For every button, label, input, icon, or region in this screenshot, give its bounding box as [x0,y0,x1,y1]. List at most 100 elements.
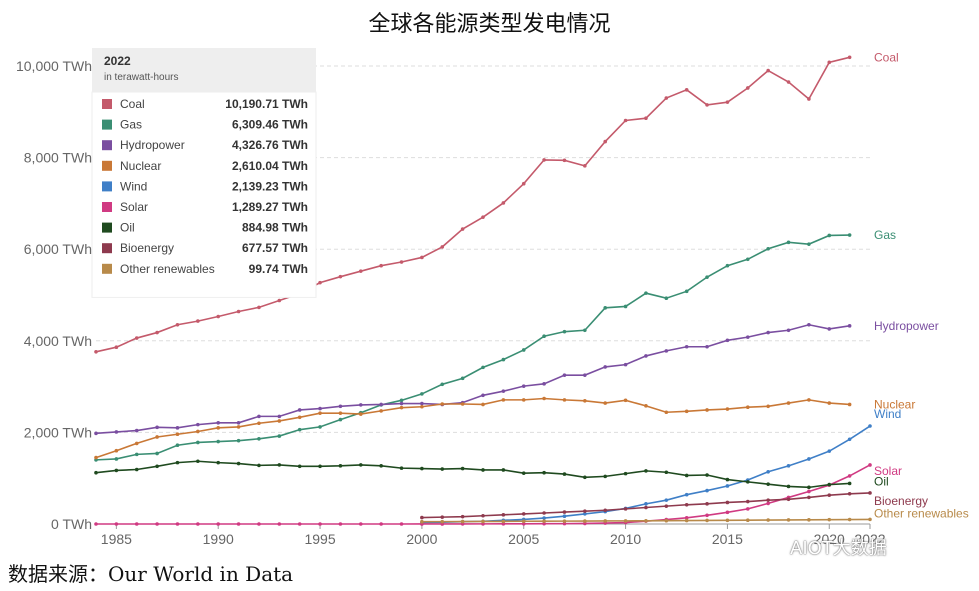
data-point-oil [338,464,343,468]
data-point-gas [399,398,404,403]
data-point-coal [134,336,139,340]
data-point-gas [175,443,180,448]
data-point-oil [134,467,139,472]
data-point-other-renewables [868,517,872,522]
data-point-coal [847,55,852,60]
legend-swatch [102,140,112,151]
data-point-hydropower [297,408,302,412]
x-tick-label: 1985 [101,531,132,547]
data-point-gas [155,451,159,456]
data-point-nuclear [257,421,261,426]
data-point-nuclear [786,401,791,405]
x-tick-label: 2010 [610,531,641,547]
data-point-nuclear [440,402,445,406]
data-point-solar [155,522,159,526]
data-point-oil [297,464,302,469]
data-point-bioenergy [603,508,608,513]
series-label-gas: Gas [874,228,896,242]
data-point-hydropower [236,420,241,425]
data-point-coal [725,100,730,104]
data-point-bioenergy [623,507,628,511]
data-point-solar [236,522,241,526]
data-point-coal [236,309,241,314]
data-point-gas [501,357,506,362]
data-point-nuclear [542,396,546,401]
legend-swatch [102,202,112,212]
data-point-hydropower [847,324,852,328]
data-point-gas [807,242,811,246]
data-point-oil [684,473,689,478]
data-point-bioenergy [684,502,689,507]
data-point-hydropower [786,328,791,333]
data-point-hydropower [155,425,159,430]
legend-entry-name: Bioenergy [120,241,174,255]
data-point-nuclear [705,408,709,412]
legend-swatch [102,263,112,274]
y-tick-label: 6,000 TWh [24,241,92,257]
series-label-oil: Oil [874,474,889,488]
data-point-coal [460,227,465,231]
data-point-gas [745,257,750,262]
data-point-gas [277,434,282,438]
data-point-bioenergy [745,499,750,504]
data-point-other-renewables [583,519,587,523]
data-point-other-renewables [603,519,608,523]
legend-entry-value: 1,289.27 TWh [232,200,308,214]
series-line-coal [95,56,850,353]
series-label-solar: Solar [874,464,902,478]
series-label-other-renewables: Other renewables [874,506,969,520]
legend-box: 2022 in terawatt-hours Coal 10,190.71 TWh Ga… [91,48,317,298]
data-point-solar [379,522,383,526]
data-point-solar [725,510,730,515]
data-point-coal [623,118,628,123]
data-point-nuclear [827,401,832,405]
data-point-other-renewables [827,517,832,522]
data-point-gas [664,296,669,301]
data-point-other-renewables [705,518,709,523]
y-tick-label: 8,000 TWh [24,150,92,166]
data-point-gas [684,289,689,294]
data-point-hydropower [562,373,567,377]
data-point-nuclear [175,432,180,437]
data-point-hydropower [114,430,119,434]
legend-entry-value: 99.74 TWh [249,262,308,276]
data-point-hydropower [807,322,811,327]
data-point-hydropower [664,349,669,353]
series-label-coal: Coal [874,50,899,64]
data-point-bioenergy [481,513,485,518]
legend-entry-name: Wind [120,179,147,193]
data-point-solar [542,521,546,526]
data-point-gas [521,348,526,352]
legend-header-bg [92,48,316,92]
data-point-oil [216,460,221,465]
data-point-other-renewables [460,519,465,524]
data-point-gas [847,233,852,237]
legend-entry-value: 2,610.04 TWh [232,159,308,173]
y-tick-label: 4,000 TWh [24,333,92,349]
legend-entry-name: Coal [120,97,145,111]
data-point-bioenergy [847,491,852,496]
chart-title: 全球各能源类型发电情况 [368,12,611,37]
data-point-coal [521,181,526,186]
data-point-coal [684,88,689,92]
data-point-gas [297,427,302,432]
data-point-gas [623,304,628,309]
data-point-hydropower [481,393,485,398]
data-point-wind [725,484,730,488]
data-point-solar [521,521,526,526]
data-point-hydropower [318,406,322,411]
y-axis: 0 TWh 2,000 TWh 4,000 TWh 6,000 TWh 8,000 TW… [16,58,92,532]
data-point-nuclear [196,429,200,434]
data-point-nuclear [725,407,730,411]
data-point-nuclear [338,411,343,415]
data-point-nuclear [481,402,485,407]
data-point-nuclear [94,455,98,460]
data-point-gas [786,240,791,245]
data-point-oil [521,471,526,475]
data-point-coal [114,345,119,350]
data-point-oil [501,468,506,472]
data-point-bioenergy [786,497,791,502]
data-point-gas [257,437,261,441]
data-point-solar [358,522,363,526]
data-point-oil [379,464,383,468]
